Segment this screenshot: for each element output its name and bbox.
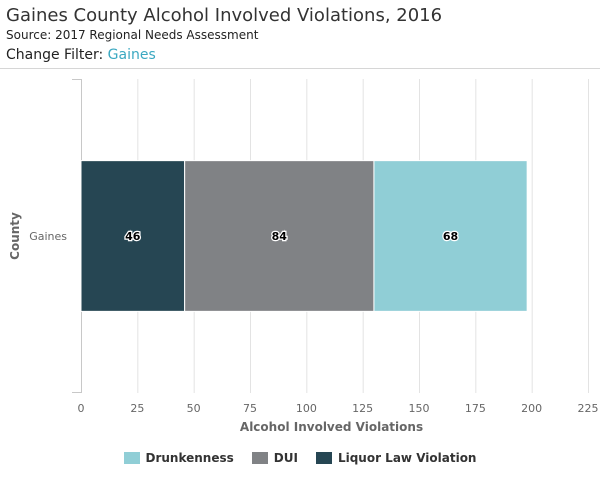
chart-legend: Drunkenness DUI Liquor Law Violation [0,451,600,465]
x-tick-label: 50 [187,402,201,415]
y-tick-label: Gaines [29,230,67,243]
x-tick-label: 75 [243,402,257,415]
legend-label: Drunkenness [145,451,234,465]
x-tick-label: 125 [352,402,373,415]
data-label: 68 [443,230,458,243]
x-tick-label: 150 [409,402,430,415]
x-tick-label: 25 [130,402,144,415]
filter-value-link[interactable]: Gaines [107,47,156,63]
legend-label: DUI [273,451,298,465]
bar-segment [184,160,375,312]
legend-swatch [251,452,268,464]
chart-header: Gaines County Alcohol Involved Violation… [6,4,596,65]
bar-segment [373,160,528,312]
chart-source: Source: 2017 Regional Needs Assessment [6,28,259,42]
bar-segment [80,160,186,312]
filter-label: Change Filter: [6,47,104,63]
y-axis-title: County [8,212,22,260]
legend-swatch [315,452,332,464]
legend-item[interactable]: Liquor Law Violation [315,451,477,465]
legend-item[interactable]: DUI [251,451,298,465]
x-tick-label: 100 [296,402,317,415]
x-tick-label: 0 [78,402,85,415]
chart-title: Gaines County Alcohol Involved Violation… [6,5,443,26]
x-tick-label: 175 [465,402,486,415]
x-axis-title: Alcohol Involved Violations [240,420,423,434]
legend-item[interactable]: Drunkenness [123,451,234,465]
data-label: 46 [125,230,141,243]
data-label: 84 [272,230,288,243]
header-divider [0,68,600,69]
legend-swatch [123,452,140,464]
filter-row: Change Filter: Gaines [6,45,596,65]
legend-label: Liquor Law Violation [337,451,477,465]
x-tick-label: 200 [521,402,542,415]
x-tick-label: 225 [578,402,599,415]
